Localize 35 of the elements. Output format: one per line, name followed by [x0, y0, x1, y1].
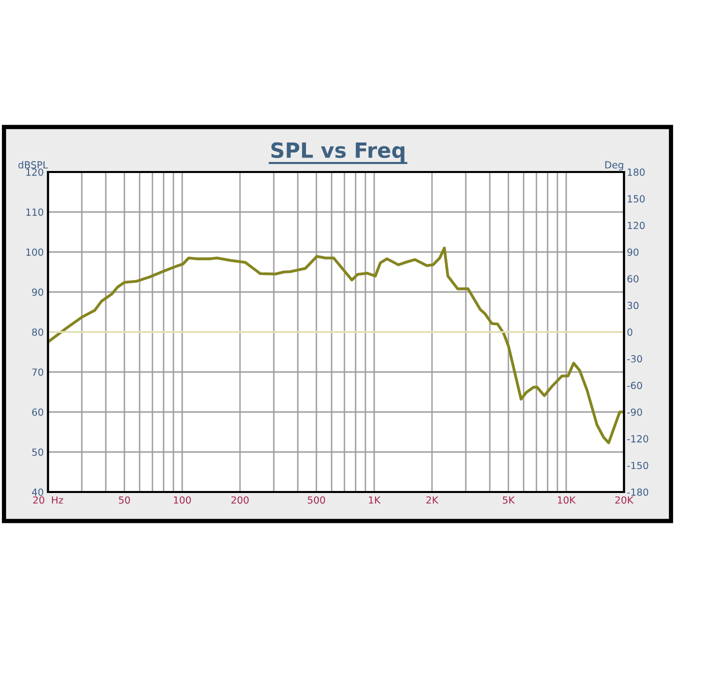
y2-tick-label: -30	[627, 355, 642, 362]
x-tick-label: 5K	[502, 496, 515, 504]
y-tick-label: 110	[26, 208, 44, 216]
chart-title: SPL vs Freq	[271, 142, 404, 162]
y2-tick-label: -90	[627, 408, 642, 416]
x-tick-label: 1K	[368, 496, 381, 504]
x-tick-label: 50	[118, 496, 130, 504]
y-axis-title: dBSPL	[18, 160, 48, 169]
x-tick-label: 2K	[426, 496, 438, 504]
y2-tick-label: 150	[628, 195, 645, 202]
x-tick-label: 20K	[615, 496, 634, 504]
y2-tick-label: -60	[627, 382, 642, 390]
y2-tick-label: -180	[627, 488, 648, 496]
y2-tick-label: -150	[627, 462, 648, 470]
y-tick-label: 60	[32, 408, 44, 416]
y-tick-label: 70	[32, 368, 44, 376]
y2-tick-label: 30	[628, 302, 639, 310]
y-tick-label: 40	[32, 488, 44, 496]
y2-axis-title: Deg	[605, 161, 624, 170]
x-tick-label: 20 Hz	[33, 496, 64, 504]
x-tick-label: 100	[174, 496, 191, 504]
y-tick-label: 120	[26, 168, 44, 176]
x-tick-label: 200	[231, 496, 249, 504]
y2-tick-label: -120	[627, 435, 648, 442]
y-tick-label: 90	[32, 288, 44, 296]
y-tick-label: 50	[32, 448, 44, 456]
y-tick-label: 80	[32, 328, 44, 336]
y2-tick-label: 90	[627, 248, 639, 256]
y2-tick-label: 180	[628, 168, 645, 176]
y2-tick-label: 0	[627, 328, 632, 336]
y-tick-label: 100	[26, 248, 44, 256]
x-tick-label: 500	[308, 496, 326, 504]
y2-tick-label: 60	[627, 275, 639, 282]
x-tick-label: 10K	[558, 496, 576, 504]
y2-tick-label: 120	[628, 222, 645, 230]
